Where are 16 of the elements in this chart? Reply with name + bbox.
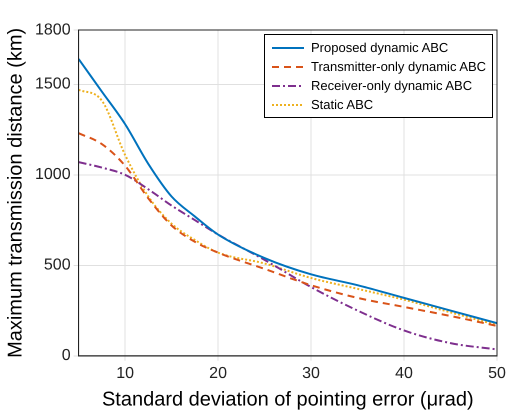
x-tick-label: 30	[302, 364, 320, 382]
legend-label: Receiver-only dynamic ABC	[311, 77, 472, 95]
y-tick-label: 0	[62, 347, 71, 364]
x-tick-label: 50	[488, 364, 506, 382]
x-tick-label: 20	[209, 364, 228, 382]
x-tick-label: 10	[116, 364, 134, 382]
legend-label: Proposed dynamic ABC	[311, 39, 448, 57]
y-axis-title: Maximum transmission distance (km)	[4, 28, 27, 358]
y-tick-label: 500	[44, 256, 71, 274]
y-tick-label: 1800	[35, 21, 71, 38]
legend-label: Static ABC	[311, 96, 374, 114]
x-tick-label: 40	[395, 364, 414, 382]
y-tick-label: 1500	[35, 76, 71, 93]
legend-label: Transmitter-only dynamic ABC	[311, 58, 486, 76]
y-tick-label: 1000	[35, 166, 71, 184]
x-axis-title: Standard deviation of pointing error (μrad)	[102, 388, 474, 411]
